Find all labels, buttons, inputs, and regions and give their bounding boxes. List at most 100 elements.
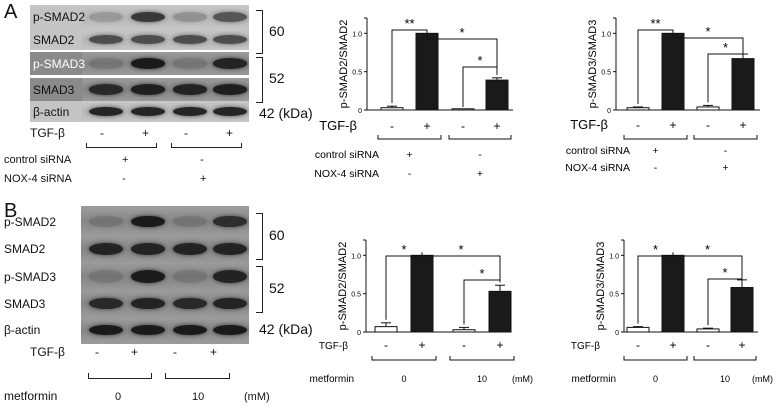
chart-a-psmad3-tgf-sign-4: + (739, 118, 746, 132)
panel-b-band-5-1 (89, 324, 123, 336)
chart-b-psmad2-tgf-sign-1: - (384, 338, 388, 352)
panel-b-row-label-4: SMAD3 (4, 296, 46, 311)
panel-a-band-2-2 (131, 34, 165, 45)
tgf-sign-b-3: - (173, 345, 177, 359)
chart-b-psmad3-metformin-label: metformin (572, 374, 616, 385)
chart-a-psmad2-tgf-sign-2: + (423, 119, 430, 133)
tgf-sign-b-2: + (131, 345, 139, 359)
chart-a-psmad2-bar-1 (380, 107, 404, 111)
group-bracket-a-1 (86, 143, 157, 148)
tgf-label-b: TGF-β (30, 345, 65, 359)
metformin-label-b: metformin (4, 389, 58, 403)
chart-b-psmad3-group-bracket-2 (693, 356, 757, 361)
panel-a-band-3-3 (173, 58, 207, 69)
panel-b-band-3-4 (213, 270, 247, 283)
chart-b-psmad2-tgf-sign-2: + (418, 338, 425, 352)
chart-a-psmad3-group-bracket-2 (693, 135, 758, 140)
panel-a-band-5-4 (213, 106, 247, 117)
chart-a-psmad2-y-tick-label-2: 0.5 (352, 70, 362, 77)
chart-a-psmad3-group1-sign-2: - (724, 145, 728, 157)
panel-a-blot-strip-1 (81, 5, 249, 29)
chart-a-psmad2-sig-bracket-1 (391, 29, 428, 104)
panel-a-label-background-3 (30, 52, 82, 75)
chart-b-psmad3-bar-1 (626, 326, 650, 333)
chart-a-psmad3-bar-1 (626, 107, 650, 111)
panel-b-blot-strip-3 (81, 262, 249, 291)
chart-a-psmad2-group2-sign-1: - (408, 168, 412, 180)
chart-b-psmad2-y-tick-label-3: 1.0 (351, 253, 361, 260)
chart-a-psmad3-tgf-sign-2: + (669, 118, 676, 132)
bar-chart-b-psmad3: 0 0.5 1.0p-SMAD3/SMAD3 * * * TGF-β - + - + metformi… (571, 239, 773, 385)
panel-a-blot-strip-5 (81, 101, 249, 122)
chart-b-psmad2-bar-1 (374, 326, 398, 333)
chart-a-psmad2-group1-label: control siRNA (315, 149, 379, 161)
chart-a-psmad3-group2-sign-1: - (654, 162, 658, 174)
panel-a-band-1-2 (131, 11, 165, 23)
panel-a-blot-strip-4 (81, 78, 249, 101)
chart-a-psmad3-tgf-label: TGF-β (570, 117, 608, 132)
panel-b-band-1-2 (131, 215, 165, 228)
panel-b-blot-strip-1 (81, 208, 249, 235)
mw-52-a: 52 (269, 70, 285, 86)
chart-a-psmad2-bar-4 (485, 79, 509, 111)
chart-b-psmad3-unit-label: (mM) (752, 374, 773, 384)
chart-b-psmad2-sig-bracket-3 (463, 279, 501, 325)
panel-a-band-5-2 (131, 106, 165, 117)
chart-a-psmad3-sig-label-2: * (705, 24, 710, 39)
chart-b-psmad3-tgf-sign-1: - (636, 338, 640, 352)
chart-a-psmad3-group1-label: control siRNA (566, 145, 630, 157)
chart-a-psmad2-group-bracket-1 (377, 135, 442, 140)
tgf-sign-a-3: - (184, 126, 188, 140)
chart-a-psmad2-bar-2 (415, 32, 439, 111)
bar-chart-a-psmad2: 00.51.0p-SMAD2/SMAD2 ****TGF-β - + - +control… (314, 16, 513, 180)
chart-a-psmad3-sig-label-3: * (723, 40, 728, 55)
chart-b-psmad2-tgf-sign-3: - (462, 338, 466, 352)
group-bracket-a-2 (171, 143, 242, 148)
panel-a-label-background-5 (30, 101, 82, 122)
panel-b-row-label-5: β-actin (4, 323, 41, 337)
chart-b-psmad2-sig-label-2: * (458, 242, 463, 257)
chart-a-psmad2-group2-sign-2: + (477, 168, 483, 180)
mw-60-a: 60 (269, 23, 285, 39)
panel-a-band-4-1 (89, 84, 123, 95)
panel-a-band-2-3 (173, 34, 207, 45)
chart-a-psmad3-group2-label: NOX-4 siRNA (565, 162, 630, 174)
chart-a-psmad2-sig-label-3: * (477, 53, 482, 68)
tgf-sign-a-1: - (100, 126, 104, 140)
control-sign-a-2: - (200, 154, 204, 166)
chart-b-psmad3-dose-1: 0 (653, 374, 658, 384)
chart-b-psmad2-y-axis-label: p-SMAD2/SMAD2 (337, 242, 349, 331)
chart-b-psmad2-group-bracket-1 (371, 356, 437, 361)
chart-b-psmad3-tgf-sign-2: + (669, 338, 676, 352)
panel-b-blot-strip-5 (81, 318, 249, 342)
panel-a-band-3-1 (89, 58, 123, 69)
panel-a-letter: A (4, 1, 18, 23)
panel-b-band-1-4 (213, 215, 247, 228)
panel-a-blot-strip-2 (81, 29, 249, 50)
chart-b-psmad3-group-bracket-1 (623, 356, 688, 361)
tgf-sign-a-2: + (142, 126, 150, 140)
chart-a-psmad3-bar-3 (696, 106, 720, 111)
panel-a-band-1-3 (173, 11, 207, 23)
chart-b-psmad3-bar-3 (696, 328, 720, 333)
mw-42-b: 42 (kDa) (259, 321, 313, 337)
chart-b-psmad2-y-tick-label-2: 0.5 (351, 292, 361, 299)
panel-b-band-3-1 (89, 270, 123, 283)
chart-a-psmad3-y-tick-label-3: 1.0 (601, 31, 611, 38)
chart-a-psmad2-sig-label-1: ** (404, 16, 414, 31)
chart-a-psmad2-sig-label-2: * (459, 25, 464, 40)
panel-b-band-5-2 (131, 324, 165, 336)
chart-a-psmad3-group1-sign-1: + (652, 145, 658, 157)
tgf-sign-a-4: + (226, 126, 234, 140)
bracket-60-a (256, 10, 263, 54)
panel-a-band-2-1 (89, 34, 123, 45)
panel-b-blot-strip-4 (81, 290, 249, 317)
chart-b-psmad3-bar-4 (730, 287, 754, 333)
panel-a-band-5-3 (173, 106, 207, 117)
panel-a-band-1-4 (213, 11, 247, 23)
chart-b-psmad2-unit-label: (mM) (512, 374, 533, 384)
panel-b-letter: B (4, 200, 18, 222)
chart-b-psmad3-sig-bracket-2 (672, 252, 743, 277)
chart-b-psmad3-tgf-label: TGF-β (571, 341, 600, 352)
panel-b-band-5-4 (213, 324, 247, 336)
